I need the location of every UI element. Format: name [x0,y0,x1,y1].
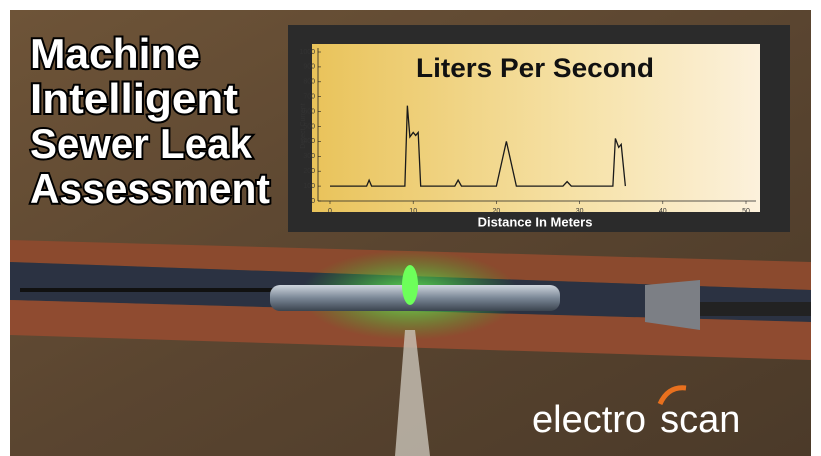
y-tick-label: 100 [303,183,315,190]
y-tick-label: 300 [303,153,315,160]
x-tick-label: 50 [742,208,750,215]
headline-line: Intelligent [30,75,238,122]
y-tick-label: 1000 [299,49,315,56]
x-tick-label: 20 [493,208,501,215]
headline-line: Machine [30,30,200,77]
scene: Liters Per Second Distance In Meters Det… [0,0,821,456]
y-tick-label: 500 [303,123,315,130]
headline-line: Sewer Leak [30,120,253,167]
x-tick-label: 40 [659,208,667,215]
headline-line: Assessment [30,165,270,212]
logo-right: scan [660,399,740,441]
x-tick-label: 10 [409,208,417,215]
chart-title: Liters Per Second [416,53,654,83]
cable [20,288,280,292]
page: Liters Per Second Distance In Meters Det… [0,0,821,456]
y-tick-label: 200 [303,168,315,175]
y-tick-label: 800 [303,79,315,86]
x-axis-label: Distance In Meters [478,214,593,229]
hose [700,302,811,316]
x-tick-label: 0 [328,208,332,215]
leak-marker [402,265,418,305]
y-tick-label: 600 [303,108,315,115]
y-tick-label: 900 [303,64,315,71]
logo-left: electro [532,399,646,441]
y-tick-label: 400 [303,138,315,145]
y-tick-label: 700 [303,94,315,101]
y-tick-label: 0 [311,198,315,205]
x-tick-label: 30 [576,208,584,215]
logo: electro scan [532,399,740,441]
nozzle [645,280,700,330]
